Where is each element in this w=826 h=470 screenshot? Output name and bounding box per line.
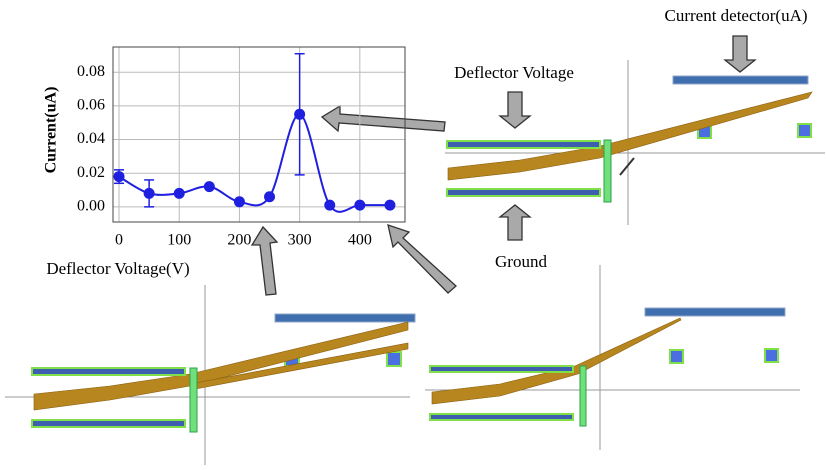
y-tick-label: 0.08	[77, 63, 105, 80]
plot-frame	[112, 46, 406, 223]
y-tick-label: 0.00	[77, 198, 105, 215]
x-tick-label: 200	[227, 232, 251, 249]
x-tick-label: 400	[348, 232, 372, 249]
plate	[429, 413, 574, 421]
screen	[603, 139, 612, 203]
point	[113, 171, 125, 183]
y-axis-title: Current(uA)	[43, 87, 60, 174]
screen	[189, 367, 198, 433]
line	[118, 113, 390, 213]
point	[203, 181, 215, 193]
plate	[31, 419, 186, 428]
plate	[429, 365, 574, 373]
screen	[579, 365, 587, 427]
point	[173, 187, 185, 199]
point	[384, 199, 396, 211]
chart: 0 100 200 300 400 0.00 0.02 0.04 0.06 0.08 Current…	[43, 46, 406, 278]
beam	[447, 91, 813, 181]
point	[294, 108, 306, 120]
label: Current detector(uA)	[664, 6, 807, 25]
beam	[431, 317, 682, 405]
diagram-top-right	[445, 60, 825, 225]
x-tick-label: 0	[115, 232, 123, 249]
beam	[33, 321, 409, 411]
x-tick-label: 300	[288, 232, 312, 249]
point	[233, 196, 245, 208]
arrow	[498, 91, 532, 129]
point	[324, 199, 336, 211]
point	[264, 191, 276, 203]
point	[354, 199, 366, 211]
arrow	[320, 104, 446, 133]
y-tick-label: 0.02	[77, 164, 105, 181]
detector	[274, 313, 416, 323]
block	[669, 349, 684, 364]
arrow	[387, 224, 457, 294]
block	[797, 123, 812, 138]
label: Ground	[495, 252, 547, 271]
label: Deflector Voltage	[454, 63, 574, 82]
point	[143, 187, 155, 199]
x-tick-label: 100	[167, 232, 191, 249]
marker	[619, 157, 635, 176]
diagram-bottom-right	[425, 265, 800, 450]
block	[386, 351, 402, 367]
detector	[644, 307, 786, 317]
block	[764, 348, 779, 363]
plate	[446, 188, 601, 197]
x-axis-title: Deflector Voltage(V)	[46, 259, 189, 278]
diagram-bottom-left	[5, 285, 416, 465]
plate	[446, 140, 601, 149]
y-tick-label: 0.04	[77, 130, 105, 147]
arrow	[498, 204, 532, 241]
plate	[31, 367, 186, 376]
arrow	[250, 225, 279, 296]
arrow	[723, 35, 757, 73]
detector	[672, 75, 809, 85]
y-tick-label: 0.06	[77, 97, 105, 114]
